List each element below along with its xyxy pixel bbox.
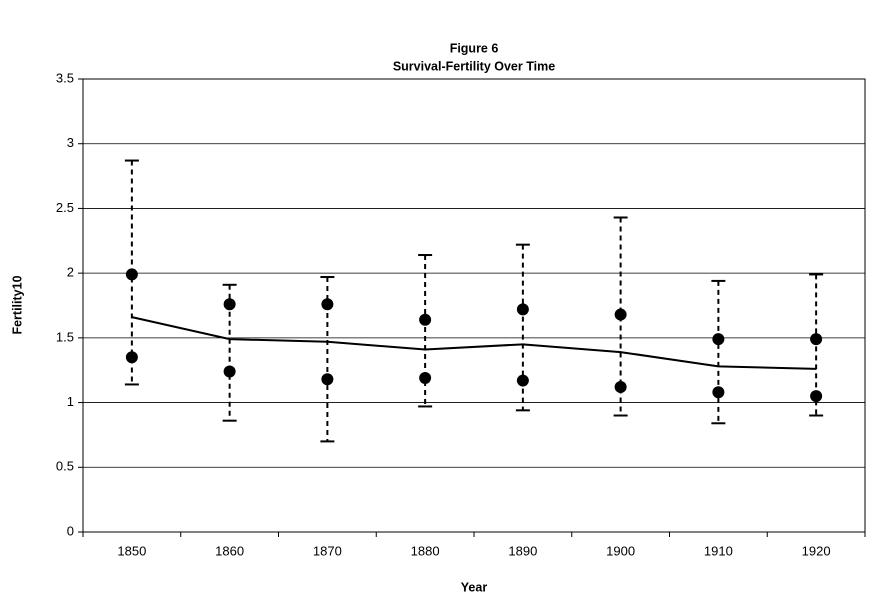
chart-subtitle: Survival-Fertility Over Time — [393, 59, 555, 73]
marker — [810, 333, 823, 346]
marker — [516, 303, 529, 316]
plot-border — [82, 78, 866, 533]
y-tick-label: 3 — [67, 135, 74, 150]
y-tick-label: 0.5 — [56, 459, 74, 474]
marker — [419, 371, 432, 384]
y-tick-label: 3.5 — [56, 70, 74, 85]
chart-title: Figure 6 — [450, 41, 499, 55]
marker — [810, 390, 823, 403]
marker — [321, 373, 334, 386]
marker — [712, 333, 725, 346]
x-tick-label: 1880 — [411, 543, 440, 558]
marker — [614, 308, 627, 321]
y-tick-label: 0 — [67, 523, 74, 538]
x-tick-label: 1910 — [704, 543, 733, 558]
marker — [614, 381, 627, 394]
x-tick-label: 1850 — [117, 543, 146, 558]
y-tick-label: 2.5 — [56, 200, 74, 215]
marker — [712, 386, 725, 399]
x-axis-label: Year — [461, 580, 488, 594]
marker — [125, 351, 138, 364]
y-tick-label: 1 — [67, 394, 74, 409]
x-tick-label: 1890 — [508, 543, 537, 558]
x-tick-label: 1920 — [802, 543, 831, 558]
marker — [419, 313, 432, 326]
marker — [223, 298, 236, 311]
x-tick-label: 1900 — [606, 543, 635, 558]
x-tick-label: 1860 — [215, 543, 244, 558]
y-tick-label: 1.5 — [56, 329, 74, 344]
mean-line — [131, 316, 817, 370]
marker — [321, 298, 334, 311]
x-tick-label: 1870 — [313, 543, 342, 558]
y-tick-label: 2 — [67, 265, 74, 280]
marker — [516, 374, 529, 387]
y-axis-label: Fertility10 — [10, 275, 24, 334]
marker — [223, 365, 236, 378]
marker — [125, 268, 138, 281]
